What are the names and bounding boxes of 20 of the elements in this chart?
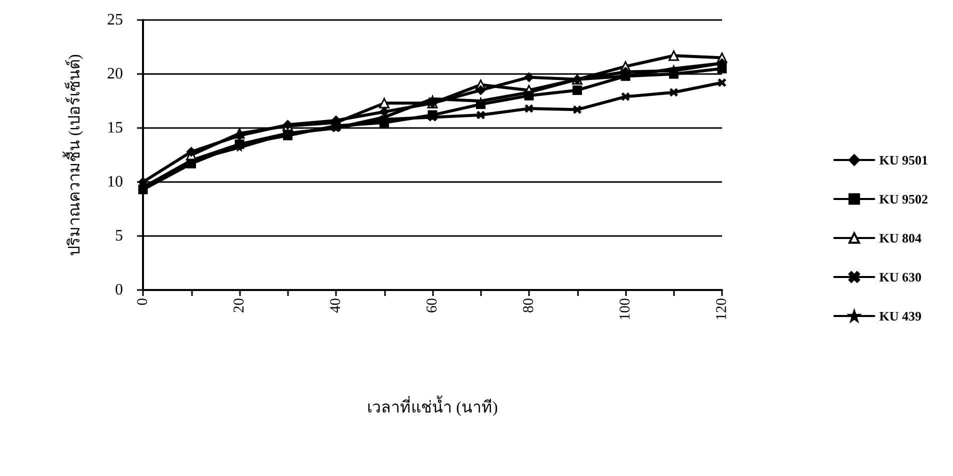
legend-label: KU 804 bbox=[879, 230, 922, 246]
y-tick-label: 5 bbox=[115, 228, 123, 244]
x-axis-title: เวลาที่แช่น้ำ (นาที) bbox=[367, 396, 498, 416]
x-tick-label: 40 bbox=[328, 298, 344, 313]
legend-label: KU 9501 bbox=[879, 152, 928, 168]
x-tick-label: 100 bbox=[618, 298, 634, 320]
y-axis-title: ปริมาณความชื้น (เปอร์เซ็นต์) bbox=[62, 54, 84, 256]
y-tick-label: 25 bbox=[107, 12, 123, 28]
y-tick-label: 0 bbox=[115, 282, 123, 298]
legend-label: KU 439 bbox=[879, 308, 922, 324]
x-tick-label: 0 bbox=[135, 298, 151, 306]
y-tick-label: 10 bbox=[107, 174, 123, 190]
y-tick-label: 20 bbox=[107, 66, 123, 82]
x-tick-label: 120 bbox=[714, 298, 730, 320]
x-tick-label: 20 bbox=[232, 298, 248, 313]
x-tick-label: 80 bbox=[521, 298, 537, 313]
x-tick-label: 60 bbox=[424, 298, 440, 313]
legend-label: KU 9502 bbox=[879, 192, 928, 206]
y-tick-label: 15 bbox=[107, 120, 123, 136]
legend-label: KU 630 bbox=[879, 270, 922, 284]
